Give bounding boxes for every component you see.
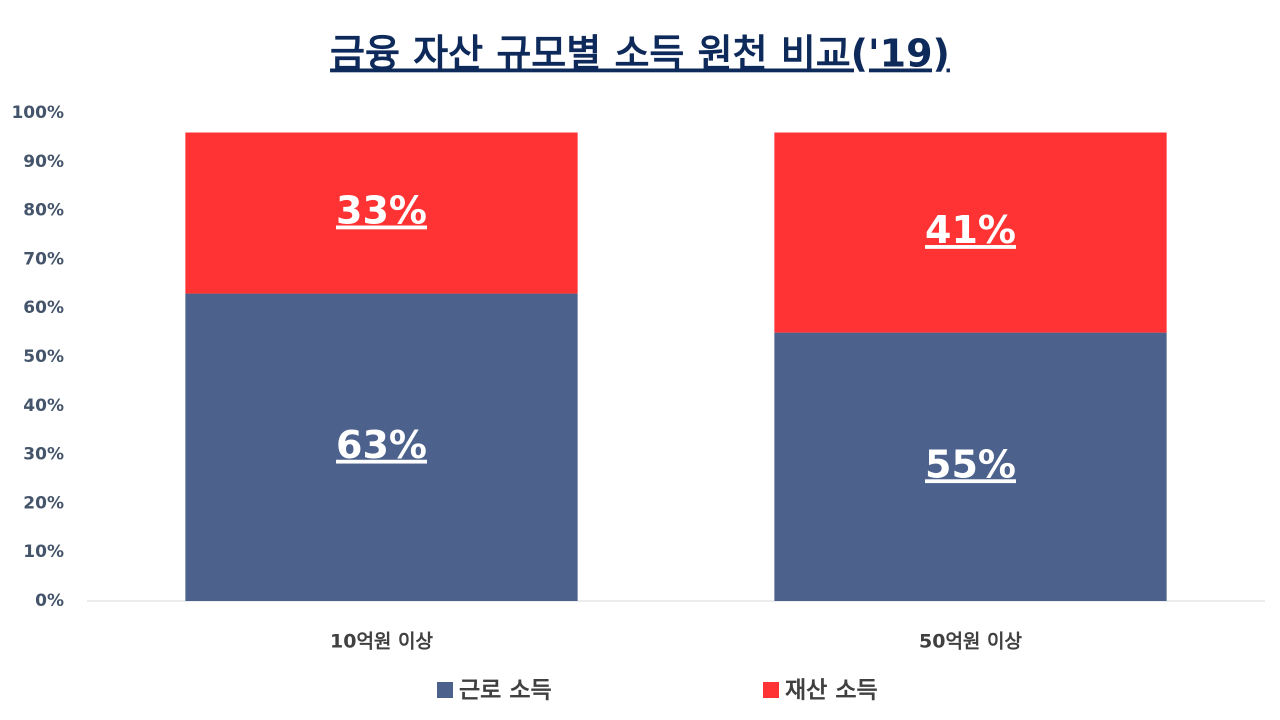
y-tick-label: 20% xyxy=(23,493,64,513)
chart-title: 금융 자산 규모별 소득 원천 비교('19) xyxy=(330,32,950,76)
x-tick-label: 50억원 이상 xyxy=(919,631,1022,653)
y-tick-label: 80% xyxy=(23,201,64,221)
y-tick-label: 70% xyxy=(23,249,64,269)
x-tick-label: 10억원 이상 xyxy=(330,631,433,653)
value-label: 33% xyxy=(336,189,427,233)
bar-segment xyxy=(774,132,1167,333)
value-label: 55% xyxy=(925,442,1016,486)
y-tick-label: 60% xyxy=(23,298,64,318)
y-tick-label: 90% xyxy=(23,152,64,172)
bar-segment xyxy=(774,332,1167,601)
y-tick-label: 50% xyxy=(23,347,64,367)
y-tick-label: 30% xyxy=(23,445,64,465)
bar-segment xyxy=(185,132,578,294)
y-tick-label: 100% xyxy=(11,103,64,123)
legend-swatch xyxy=(763,682,779,698)
legend-swatch xyxy=(437,682,453,698)
legend-label: 근로 소득 xyxy=(459,678,552,704)
legend-label: 재산 소득 xyxy=(785,678,878,704)
y-tick-label: 10% xyxy=(23,542,64,562)
y-tick-label: 0% xyxy=(35,591,64,611)
value-label: 63% xyxy=(336,423,427,467)
y-tick-label: 40% xyxy=(23,396,64,416)
value-label: 41% xyxy=(925,208,1016,252)
bar-segment xyxy=(185,293,578,601)
